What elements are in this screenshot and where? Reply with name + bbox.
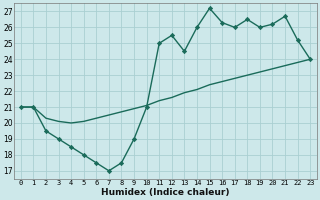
X-axis label: Humidex (Indice chaleur): Humidex (Indice chaleur) [101,188,230,197]
